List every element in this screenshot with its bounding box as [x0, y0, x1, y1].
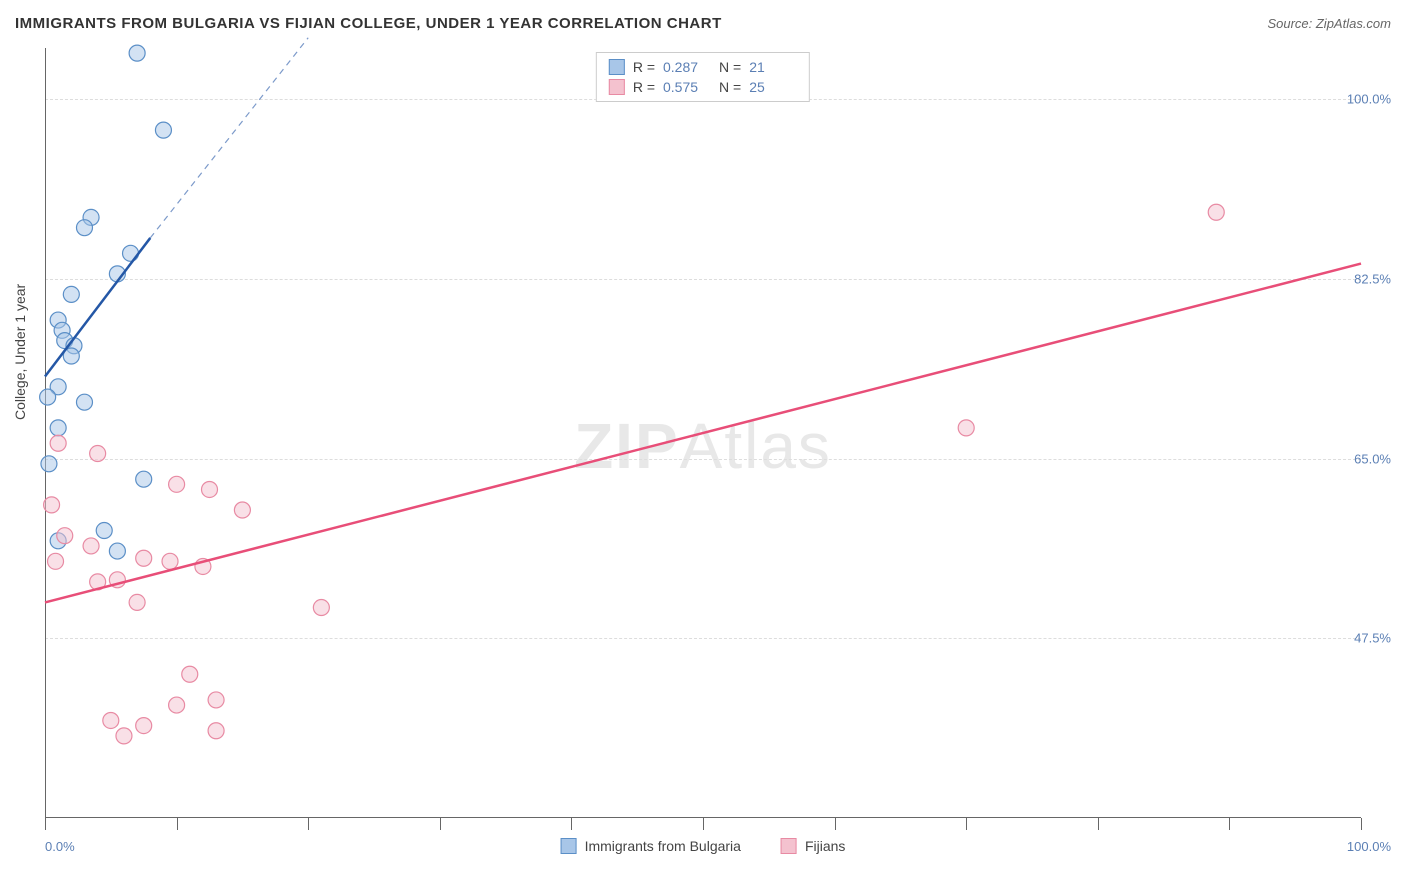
data-point-bulgaria: [155, 122, 171, 138]
data-point-fijians: [90, 446, 106, 462]
legend-swatch-bulgaria: [561, 838, 577, 854]
data-point-fijians: [182, 666, 198, 682]
stats-swatch-bulgaria: [609, 59, 625, 75]
x-tick: [440, 818, 441, 830]
x-tick: [1229, 818, 1230, 830]
data-point-fijians: [83, 538, 99, 554]
chart-header: IMMIGRANTS FROM BULGARIA VS FIJIAN COLLE…: [15, 15, 1391, 32]
legend-swatch-fijians: [781, 838, 797, 854]
stats-legend: R = 0.287 N = 21 R = 0.575 N = 25: [596, 52, 810, 102]
data-point-fijians: [1208, 204, 1224, 220]
chart-svg: [45, 48, 1361, 818]
data-point-fijians: [48, 553, 64, 569]
legend-label-fijians: Fijians: [805, 838, 845, 854]
data-point-bulgaria: [109, 543, 125, 559]
n-label-0: N =: [719, 59, 741, 75]
data-point-fijians: [958, 420, 974, 436]
regression-line-fijians: [45, 264, 1361, 603]
regression-line-bulgaria: [45, 238, 150, 377]
r-value-bulgaria: 0.287: [663, 59, 711, 75]
legend-item-bulgaria: Immigrants from Bulgaria: [561, 838, 741, 854]
data-point-fijians: [169, 476, 185, 492]
x-tick: [177, 818, 178, 830]
data-point-fijians: [208, 692, 224, 708]
n-label-1: N =: [719, 79, 741, 95]
chart-title: IMMIGRANTS FROM BULGARIA VS FIJIAN COLLE…: [15, 15, 722, 32]
data-point-bulgaria: [76, 394, 92, 410]
x-tick: [308, 818, 309, 830]
r-value-fijians: 0.575: [663, 79, 711, 95]
data-point-fijians: [202, 481, 218, 497]
bottom-legend: Immigrants from Bulgaria Fijians: [561, 838, 846, 854]
data-point-bulgaria: [76, 220, 92, 236]
data-point-fijians: [313, 600, 329, 616]
n-value-fijians: 25: [749, 79, 797, 95]
r-label-0: R =: [633, 59, 655, 75]
legend-item-fijians: Fijians: [781, 838, 845, 854]
data-point-fijians: [162, 553, 178, 569]
x-tick: [45, 818, 46, 830]
x-tick: [703, 818, 704, 830]
x-tick: [966, 818, 967, 830]
data-point-fijians: [136, 550, 152, 566]
data-point-fijians: [103, 712, 119, 728]
source-label: Source:: [1267, 16, 1315, 31]
data-point-bulgaria: [63, 286, 79, 302]
stats-row-bulgaria: R = 0.287 N = 21: [609, 57, 797, 77]
data-point-fijians: [234, 502, 250, 518]
data-point-fijians: [57, 528, 73, 544]
r-label-1: R =: [633, 79, 655, 95]
data-point-bulgaria: [123, 245, 139, 261]
x-tick: [835, 818, 836, 830]
n-value-bulgaria: 21: [749, 59, 797, 75]
data-point-bulgaria: [136, 471, 152, 487]
data-point-fijians: [136, 718, 152, 734]
regression-extrapolation-bulgaria: [150, 38, 308, 238]
source-name: ZipAtlas.com: [1316, 16, 1391, 31]
x-tick-label-min: 0.0%: [45, 839, 75, 854]
data-point-bulgaria: [129, 45, 145, 61]
data-point-fijians: [116, 728, 132, 744]
data-point-fijians: [208, 723, 224, 739]
source-attribution: Source: ZipAtlas.com: [1267, 16, 1391, 31]
x-tick: [571, 818, 572, 830]
data-point-bulgaria: [40, 389, 56, 405]
data-point-fijians: [44, 497, 60, 513]
data-point-bulgaria: [50, 420, 66, 436]
x-tick: [1361, 818, 1362, 830]
data-point-fijians: [169, 697, 185, 713]
legend-label-bulgaria: Immigrants from Bulgaria: [585, 838, 741, 854]
stats-swatch-fijians: [609, 79, 625, 95]
data-point-fijians: [129, 594, 145, 610]
x-tick: [1098, 818, 1099, 830]
x-tick-label-max: 100.0%: [1347, 839, 1391, 854]
data-point-bulgaria: [41, 456, 57, 472]
stats-row-fijians: R = 0.575 N = 25: [609, 77, 797, 97]
y-axis-label: College, Under 1 year: [12, 284, 28, 420]
data-point-fijians: [50, 435, 66, 451]
data-point-bulgaria: [96, 523, 112, 539]
